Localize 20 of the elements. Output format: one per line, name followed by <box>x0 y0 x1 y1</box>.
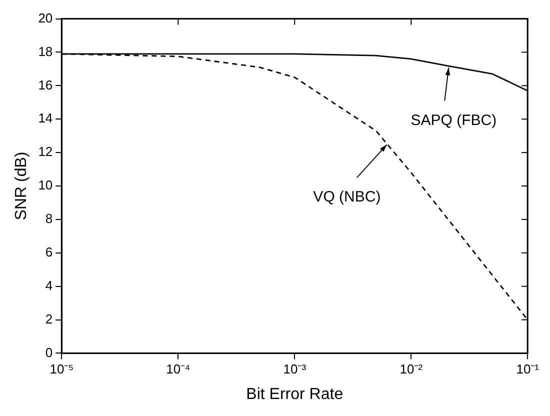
x-tick-label: 10⁻³ <box>283 362 307 377</box>
y-tick-label: 0 <box>45 344 53 360</box>
x-tick-label: 10⁻² <box>400 362 424 377</box>
y-tick-label: 6 <box>45 244 53 260</box>
x-tick-label: 10⁻⁴ <box>166 362 190 377</box>
y-tick-label: 18 <box>38 44 53 59</box>
x-tick-label: 10⁻¹ <box>516 362 540 377</box>
x-tick-label: 10⁻⁵ <box>50 362 74 377</box>
y-tick-label: 8 <box>45 211 53 226</box>
annotation: SAPQ (FBC) <box>410 112 497 129</box>
y-tick-label: 2 <box>45 311 53 326</box>
y-axis-title: SNR (dB) <box>13 152 30 220</box>
y-tick-label: 20 <box>38 10 53 26</box>
annotation: VQ (NBC) <box>313 188 381 206</box>
y-tick-label: 12 <box>38 144 53 160</box>
y-tick-label: 14 <box>38 110 53 126</box>
x-axis-title: Bit Error Rate <box>246 386 344 403</box>
y-tick-label: 10 <box>38 178 53 193</box>
y-tick-label: 16 <box>38 77 53 92</box>
y-tick-label: 4 <box>45 278 53 293</box>
